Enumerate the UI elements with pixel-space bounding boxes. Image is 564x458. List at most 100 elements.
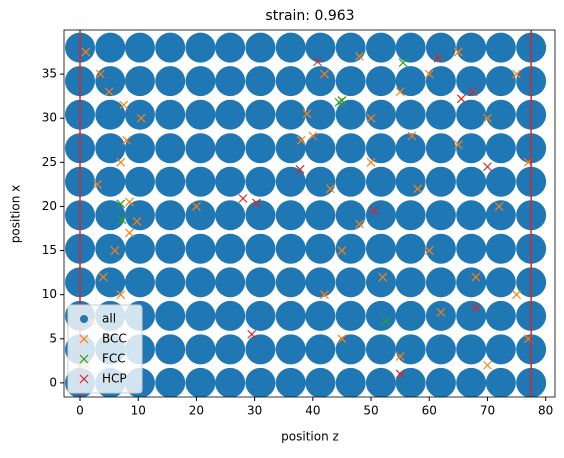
x-axis-label: position z	[281, 430, 339, 444]
x-stroke	[433, 53, 443, 63]
point	[155, 133, 186, 164]
point	[395, 99, 426, 130]
point	[185, 367, 216, 397]
point	[485, 200, 516, 231]
point	[305, 267, 336, 298]
point	[245, 233, 276, 264]
point	[155, 66, 186, 97]
point	[124, 267, 155, 298]
point	[365, 334, 396, 365]
point	[335, 334, 366, 365]
point	[238, 194, 248, 203]
point	[215, 367, 246, 397]
point	[247, 329, 257, 339]
point	[305, 32, 336, 63]
point	[335, 99, 366, 130]
point	[365, 233, 396, 264]
legend-marker	[80, 315, 88, 323]
point	[425, 300, 456, 331]
point	[365, 166, 396, 197]
point	[335, 267, 366, 298]
point	[456, 200, 487, 231]
point	[425, 66, 456, 97]
point	[215, 233, 246, 264]
point	[215, 166, 246, 197]
point	[485, 300, 516, 331]
point	[468, 87, 478, 97]
point	[325, 184, 335, 194]
point	[512, 290, 522, 300]
point	[398, 58, 408, 68]
point	[155, 233, 186, 264]
x-tick-label: 0	[76, 404, 84, 418]
legend-label: HCP	[102, 372, 127, 386]
x-stroke	[424, 69, 434, 79]
point	[296, 135, 306, 145]
point	[305, 66, 336, 97]
point	[124, 99, 155, 130]
x-stroke	[381, 316, 391, 326]
plot-area	[65, 32, 547, 397]
point	[395, 369, 405, 379]
point	[245, 133, 276, 164]
point	[275, 233, 306, 264]
point	[483, 113, 492, 123]
point	[215, 133, 246, 164]
point	[485, 267, 516, 298]
point	[354, 219, 364, 229]
point	[305, 233, 336, 264]
point	[95, 233, 126, 264]
point	[395, 233, 426, 264]
x-stroke	[334, 97, 344, 107]
point	[155, 200, 186, 231]
x-stroke	[456, 94, 466, 104]
point	[335, 367, 366, 397]
point	[155, 334, 186, 365]
point	[185, 267, 216, 298]
x-stroke	[453, 140, 463, 150]
x-tick-label: 10	[131, 404, 146, 418]
x-stroke	[407, 131, 417, 141]
point	[215, 267, 246, 298]
point	[93, 179, 102, 189]
x-stroke	[424, 246, 434, 255]
x-stroke	[471, 303, 481, 313]
y-tick-label: 5	[49, 331, 57, 345]
point	[245, 99, 276, 130]
x-stroke	[122, 135, 131, 145]
point	[155, 267, 186, 298]
point	[275, 367, 306, 397]
y-tick-label: 35	[42, 67, 57, 81]
y-tick-label: 25	[42, 155, 57, 169]
x-stroke	[79, 374, 89, 384]
point	[155, 166, 186, 197]
legend-marker	[79, 374, 89, 384]
point	[124, 200, 155, 231]
legend-label: BCC	[102, 332, 127, 346]
x-stroke	[320, 290, 329, 300]
point	[95, 66, 126, 97]
x-stroke	[366, 113, 376, 123]
x-stroke	[247, 329, 257, 339]
point	[366, 113, 376, 123]
x-stroke	[238, 194, 248, 203]
point	[305, 166, 336, 197]
x-tick-label: 80	[538, 404, 553, 418]
point	[485, 367, 516, 397]
x-stroke	[98, 272, 108, 282]
point	[305, 334, 336, 365]
point	[365, 267, 396, 298]
x-stroke	[395, 87, 405, 97]
x-stroke	[483, 162, 492, 172]
point	[453, 47, 463, 57]
x-stroke	[413, 184, 423, 194]
point	[116, 290, 126, 300]
x-stroke	[436, 307, 446, 317]
point	[275, 66, 306, 97]
point	[95, 69, 105, 79]
x-stroke	[369, 206, 379, 216]
point	[335, 233, 366, 264]
point	[354, 52, 364, 61]
point	[275, 200, 306, 231]
point	[185, 66, 216, 97]
